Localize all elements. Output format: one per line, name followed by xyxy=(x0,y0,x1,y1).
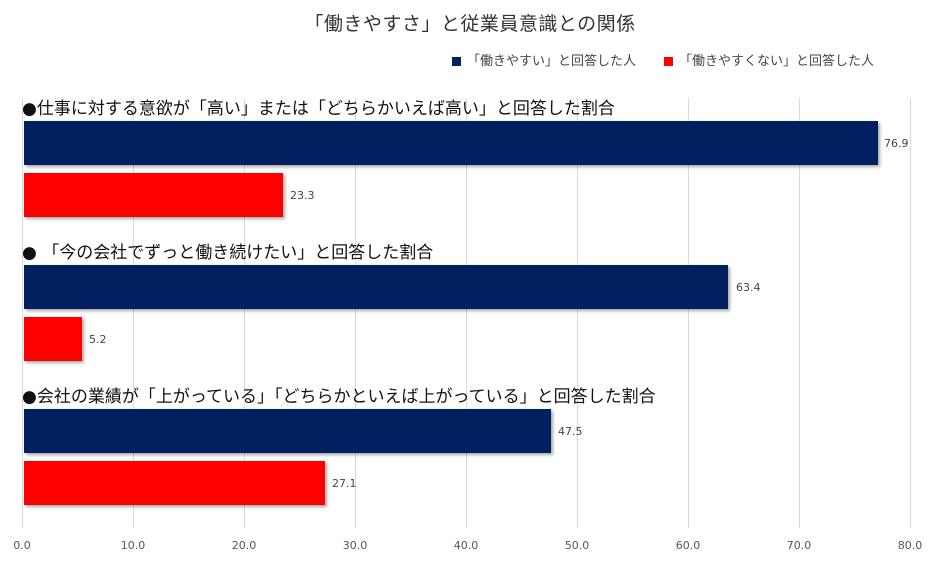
group-title-retention: ● 「今の会社でずっと働き続けたい」と回答した割合 xyxy=(22,243,434,263)
gridline xyxy=(910,98,911,528)
x-tick-label: 30.0 xyxy=(342,539,368,552)
bar-value: 5.2 xyxy=(89,333,107,346)
legend: 「働きやすい」と回答した人 「働きやすくない」と回答した人 xyxy=(452,50,874,69)
legend-swatch-navy-icon xyxy=(452,56,461,66)
gridline xyxy=(133,98,134,528)
gridline xyxy=(688,98,689,528)
x-tick-label: 40.0 xyxy=(453,539,479,552)
gridline xyxy=(799,98,800,528)
gridline xyxy=(22,98,23,528)
gridline xyxy=(244,98,245,528)
group-title-performance: ●会社の業績が「上がっている」「どちらかといえば上がっている」と回答した割合 xyxy=(22,387,656,407)
legend-swatch-red-icon xyxy=(664,56,674,66)
bar-not-easy-retention xyxy=(24,317,82,361)
x-tick-label: 70.0 xyxy=(786,539,812,552)
gridline xyxy=(577,98,578,528)
legend-label: 「働きやすくない」と回答した人 xyxy=(679,54,875,69)
gridline xyxy=(355,98,356,528)
bar-value: 76.9 xyxy=(884,137,909,150)
bar-value: 27.1 xyxy=(332,477,357,490)
x-tick-label: 50.0 xyxy=(564,539,590,552)
legend-item-not-easy: 「働きやすくない」と回答した人 xyxy=(664,50,874,69)
bar-value: 63.4 xyxy=(736,281,761,294)
x-tick-label: 10.0 xyxy=(120,539,146,552)
x-tick-label: 80.0 xyxy=(897,539,923,552)
group-title-motivation: ●仕事に対する意欲が「高い」または「どちらかいえば高い」と回答した割合 xyxy=(22,99,615,119)
bar-not-easy-performance xyxy=(24,461,325,505)
x-tick-label: 20.0 xyxy=(231,539,257,552)
gridline xyxy=(466,98,467,528)
plot-area xyxy=(22,98,911,528)
bar-easy-retention xyxy=(24,265,728,309)
x-tick-label: 0.0 xyxy=(13,539,31,552)
bar-value: 47.5 xyxy=(558,425,583,438)
bar-easy-performance xyxy=(24,409,551,453)
bar-not-easy-motivation xyxy=(24,173,283,217)
bar-value: 23.3 xyxy=(290,189,315,202)
chart-title: 「働きやすさ」と従業員意識との関係 xyxy=(304,13,636,35)
x-tick-label: 60.0 xyxy=(675,539,701,552)
bar-easy-motivation xyxy=(24,121,878,165)
legend-item-easy: 「働きやすい」と回答した人 xyxy=(452,50,636,69)
legend-label: 「働きやすい」と回答した人 xyxy=(467,54,637,69)
